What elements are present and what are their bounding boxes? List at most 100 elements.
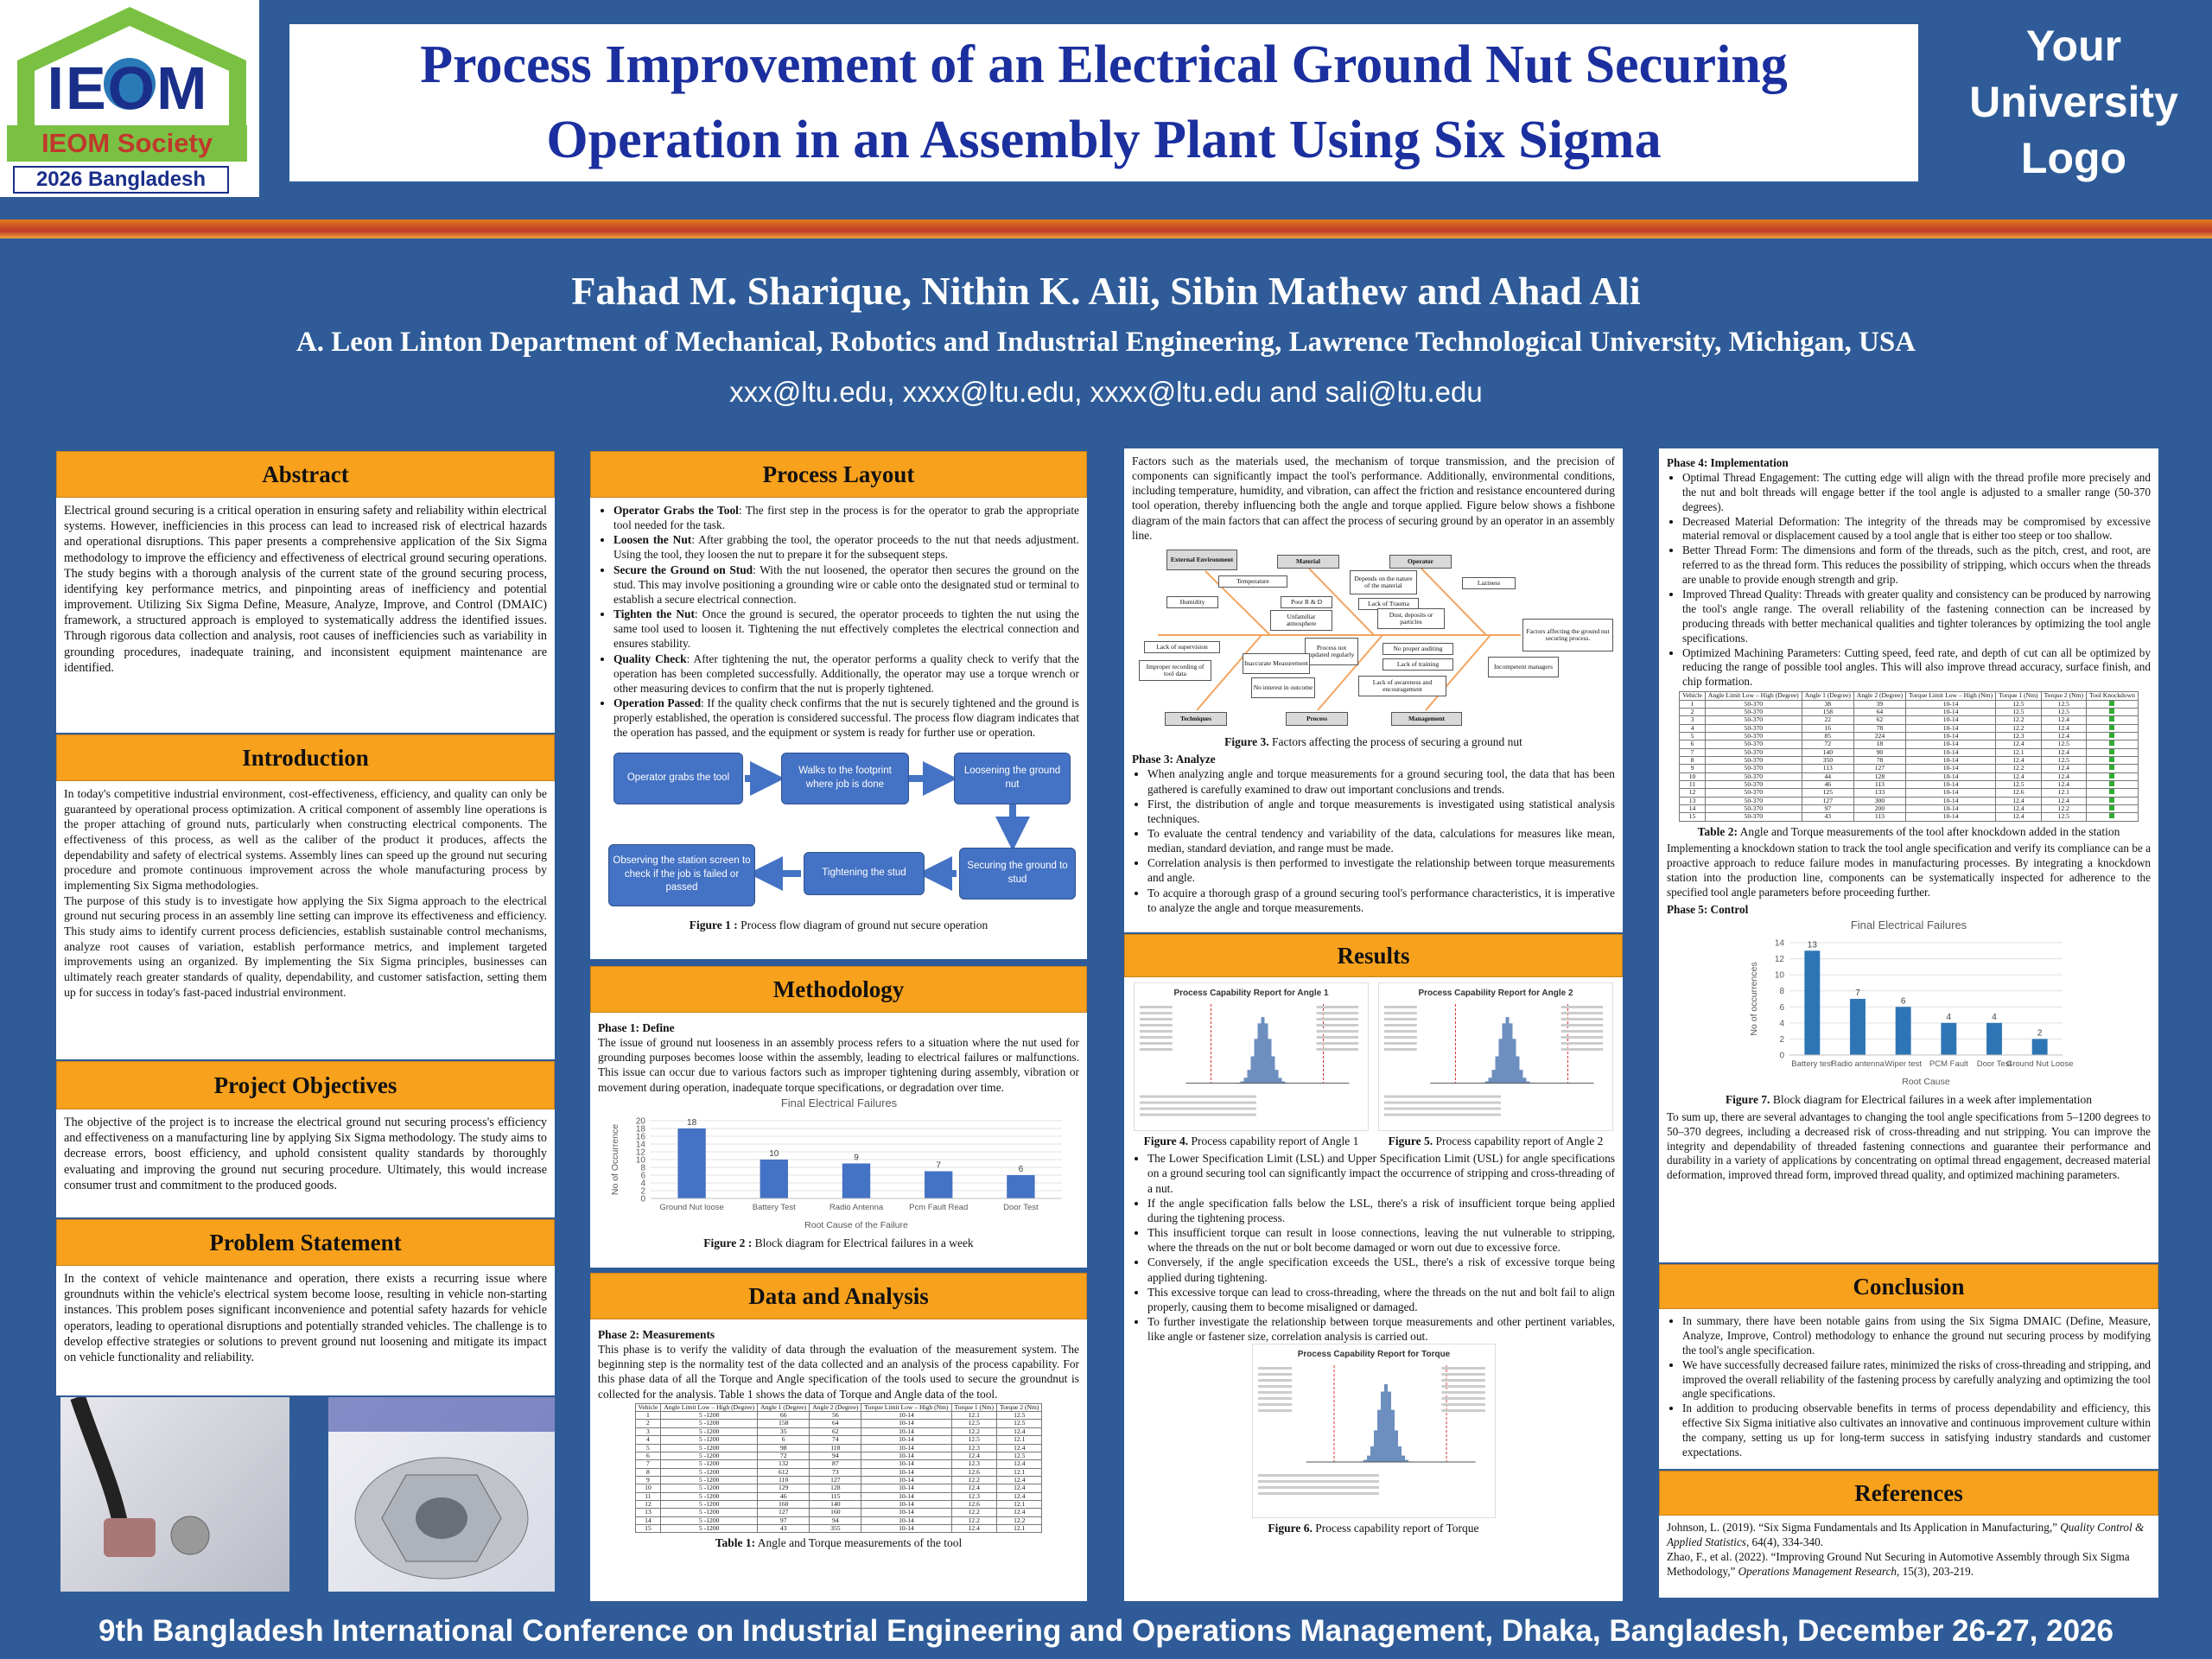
- table-cell: 15: [1679, 812, 1706, 822]
- capability-title: Process Capability Report for Angle 1: [1173, 988, 1329, 998]
- histogram-decoration: [1376, 1409, 1381, 1463]
- stats-decoration: [1440, 1403, 1485, 1407]
- histogram-decoration: [1370, 1446, 1374, 1463]
- x-tick-label: Ground Nut Loose: [2006, 1059, 2073, 1069]
- table-cell: 62: [1853, 715, 1907, 725]
- stats-decoration: [1257, 1391, 1292, 1395]
- flow-step: Securing the ground to stud: [959, 847, 1076, 899]
- section-heading: Process Layout: [590, 451, 1087, 498]
- step-text: : After grabbing the tool, the operator …: [613, 533, 1080, 562]
- y-tick-label: 16: [635, 1132, 645, 1141]
- table-cell: 22: [1801, 715, 1854, 725]
- table-row: 14 5 -1200 97 94 10-14 12.2 12.2: [634, 1516, 1043, 1525]
- photo-drawing: [70, 1395, 210, 1557]
- table-cell: 12.5: [950, 1435, 998, 1445]
- x-tick-label: Radio Antenna: [829, 1203, 883, 1212]
- stats-decoration: [1316, 1012, 1359, 1014]
- fishbone-label: External Environment: [1166, 549, 1237, 570]
- methodology-body: Phase 1: Define The issue of ground nut l…: [590, 1013, 1087, 1268]
- bullet: Optimal Thread Engagement: The cutting e…: [1682, 471, 2151, 515]
- caption: Figure 1 : Process flow diagram of groun…: [598, 918, 1079, 932]
- capability-figure: Process Capability Report for Angle 2 Fig…: [1376, 982, 1615, 1151]
- x-axis-label: Root Cause: [1902, 1077, 1950, 1087]
- y-tick-label: 8: [1779, 988, 1784, 997]
- table-cell: 98: [757, 1443, 810, 1452]
- y-tick-label: 14: [635, 1140, 645, 1149]
- table-cell: 50-370: [1704, 788, 1802, 798]
- paragraph: In today's competitive industrial enviro…: [64, 787, 547, 892]
- table-row: 3 50-370 22 62 10-14 12.2 12.4: [1679, 715, 2139, 725]
- table-cell: 18: [1853, 740, 1907, 749]
- y-tick-label: 0: [640, 1194, 645, 1204]
- phase-title: Phase 2: Measurements: [598, 1328, 715, 1341]
- table-cell: 128: [809, 1484, 862, 1493]
- x-tick-label: Battery Test: [752, 1203, 795, 1212]
- table-cell: 50-370: [1704, 764, 1802, 773]
- data-label: 9: [854, 1153, 859, 1162]
- table-cell: 72: [1801, 740, 1854, 749]
- bullet-list: The Lower Specification Limit (LSL) and …: [1132, 1151, 1615, 1344]
- stats-decoration: [1560, 1006, 1604, 1008]
- stats-decoration: [1384, 1042, 1417, 1045]
- table-cell: 12.5: [950, 1419, 998, 1428]
- stats-decoration: [1316, 1018, 1359, 1020]
- table-cell: 113: [1801, 764, 1854, 773]
- y-axis-label: No of occurrences: [1749, 963, 1759, 1036]
- bar: [677, 1128, 706, 1198]
- table-row: 13 50-370 127 300 10-14 12.4 12.4: [1679, 796, 2139, 806]
- table-cell: [2086, 788, 2139, 798]
- y-tick-label: 0: [1779, 1052, 1784, 1061]
- reference-text: Zhao, F., et al. (2022). “Improving Grou…: [1667, 1549, 2130, 1578]
- stripes: [328, 1397, 555, 1432]
- stats-decoration: [1257, 1492, 1379, 1496]
- table-cell: [2086, 780, 2139, 790]
- stats-decoration: [1140, 1113, 1256, 1116]
- logo-society: IEOM Society: [41, 128, 213, 158]
- histogram-decoration: [1394, 1430, 1398, 1463]
- stats-decoration: [1384, 1036, 1417, 1039]
- table-cell: 5 -1200: [660, 1419, 759, 1428]
- histogram-decoration: [1278, 1077, 1282, 1084]
- fishbone-label: Operator: [1389, 554, 1452, 569]
- table-cell: 43: [1801, 812, 1854, 822]
- stats-decoration: [1560, 1018, 1604, 1020]
- flow-step: Loosening the ground nut: [954, 752, 1071, 804]
- table-cell: [2086, 740, 2139, 749]
- analysis-body: Factors such as the materials used, the …: [1124, 448, 1623, 932]
- caption-label: Figure 2 :: [703, 1236, 753, 1249]
- caption-text: Process capability report of Angle 1: [1188, 1135, 1359, 1147]
- bullet: Improved Thread Quality: Threads with gr…: [1682, 588, 2151, 646]
- paragraph: In the context of vehicle maintenance an…: [64, 1272, 547, 1364]
- stats-decoration: [1316, 1006, 1359, 1008]
- histogram-decoration: [1516, 1056, 1520, 1084]
- y-tick-label: 20: [635, 1116, 645, 1126]
- table-cell: 13: [634, 1508, 662, 1517]
- capability-title: Process Capability Report for Angle 2: [1418, 988, 1573, 998]
- table-cell: 129: [757, 1484, 810, 1493]
- university-logo: Your University Logo: [1969, 21, 2178, 182]
- table-cell: 125: [1801, 788, 1854, 798]
- step-term: Secure the Ground on Stud: [613, 563, 753, 576]
- fishbone-label: No proper auditing: [1382, 642, 1453, 655]
- caption: Figure 4. Process capability report of A…: [1132, 1134, 1370, 1148]
- poster-title: Process Improvement of an Electrical Gro…: [289, 24, 1918, 181]
- terminal: [104, 1518, 156, 1557]
- table-header-row: Vehicle Angle Limit Low – High (Degree) An…: [634, 1402, 1043, 1413]
- paragraph: This phase is to verify the validity of …: [598, 1343, 1079, 1401]
- bullet: To acquire a thorough grasp of a ground …: [1147, 886, 1615, 915]
- bullet: When analyzing angle and torque measurem…: [1147, 766, 1615, 796]
- caption: Figure 7. Block diagram for Electrical f…: [1667, 1092, 2151, 1107]
- table-cell: 12.5: [995, 1419, 1043, 1428]
- logo-roof: [17, 7, 246, 130]
- histogram-decoration: [1526, 1081, 1530, 1084]
- histogram-decoration: [1254, 1039, 1258, 1084]
- table-cell: 12.3: [950, 1459, 998, 1469]
- histogram-decoration: [1519, 1070, 1523, 1084]
- stats-decoration: [1140, 1048, 1173, 1051]
- stats-decoration: [1316, 1030, 1359, 1033]
- data-label: 4: [1992, 1013, 1997, 1022]
- step-term: Quality Check: [613, 652, 687, 665]
- table-cell: 2: [634, 1419, 662, 1428]
- paragraph: To sum up, there are several advantages …: [1667, 1109, 2151, 1182]
